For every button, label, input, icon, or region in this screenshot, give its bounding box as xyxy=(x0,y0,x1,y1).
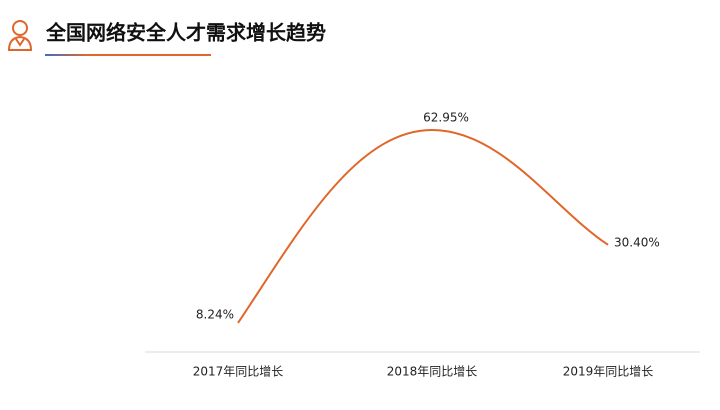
header-icon xyxy=(7,20,33,51)
data-label: 30.40% xyxy=(614,235,660,249)
x-tick-label: 2018年同比增长 xyxy=(387,365,478,379)
title-underline xyxy=(45,54,211,56)
x-tick-label: 2017年同比增长 xyxy=(193,365,284,379)
chart-title: 全国网络安全人才需求增长趋势 xyxy=(45,21,326,45)
data-label: 8.24% xyxy=(196,307,234,321)
line-series xyxy=(237,128,609,324)
x-tick-label: 2019年同比增长 xyxy=(563,365,654,379)
data-label: 62.95% xyxy=(423,111,469,125)
